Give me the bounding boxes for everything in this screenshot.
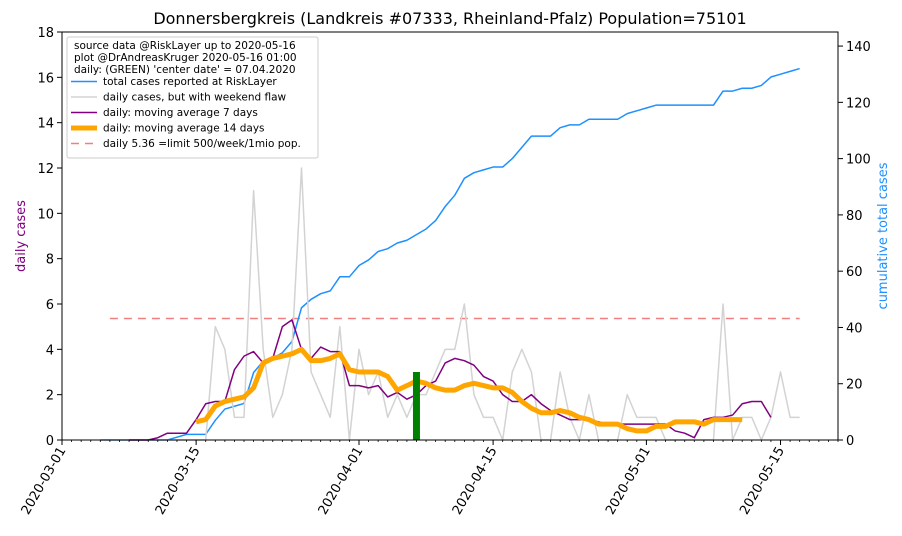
y-tick-label-right: 60 [846, 265, 863, 280]
y-tick-label-right: 0 [846, 434, 854, 449]
y-tick-label-right: 20 [846, 378, 863, 393]
y-tick-label-left: 12 [37, 162, 54, 177]
y-tick-label-left: 8 [46, 253, 54, 268]
series-line-total-cases [100, 67, 800, 441]
legend-header-line: plot @DrAndreasKruger 2020-05-16 01:00 [74, 52, 297, 64]
y-axis-label-right: cumulative total cases [876, 162, 891, 309]
legend-label: daily 5.36 =limit 500/week/1mio pop. [103, 138, 301, 150]
legend-header-line: daily: (GREEN) 'center date' = 07.04.202… [74, 64, 296, 76]
legend-entries: total cases reported at RiskLayer daily c… [71, 76, 301, 150]
legend-box [66, 36, 319, 159]
y-tick-label-left: 10 [37, 207, 54, 222]
legend-header-line: source data @RiskLayer up to 2020-05-16 [74, 40, 296, 52]
y-tick-label-right: 140 [846, 40, 871, 55]
y-tick-label-right: 100 [846, 153, 871, 168]
y-tick-label-left: 4 [46, 343, 54, 358]
series-line-ma14 [195, 346, 743, 434]
y-tick-label-left: 14 [37, 117, 54, 132]
legend: source data @RiskLayer up to 2020-05-16 … [66, 36, 319, 159]
y-tick-label-left: 0 [46, 434, 54, 449]
legend-label: total cases reported at RiskLayer [103, 76, 277, 88]
y-tick-label-left: 6 [46, 298, 54, 313]
legend-label: daily cases, but with weekend flaw [103, 92, 287, 104]
y-tick-label-right: 40 [846, 321, 863, 336]
chart-title: Donnersbergkreis (Landkreis #07333, Rhei… [153, 9, 746, 28]
y-tick-label-right: 80 [846, 209, 863, 224]
y-axis-label-left: daily cases [14, 200, 29, 272]
legend-label: daily: moving average 7 days [103, 107, 258, 119]
y-tick-label-left: 18 [37, 26, 54, 41]
plot-frame [61, 31, 839, 441]
center-date-bar [412, 372, 420, 440]
legend-label: daily: moving average 14 days [103, 123, 265, 135]
y-tick-label-left: 16 [37, 71, 54, 86]
y-tick-label-right: 120 [846, 96, 871, 111]
y-tick-label-left: 2 [46, 389, 54, 404]
